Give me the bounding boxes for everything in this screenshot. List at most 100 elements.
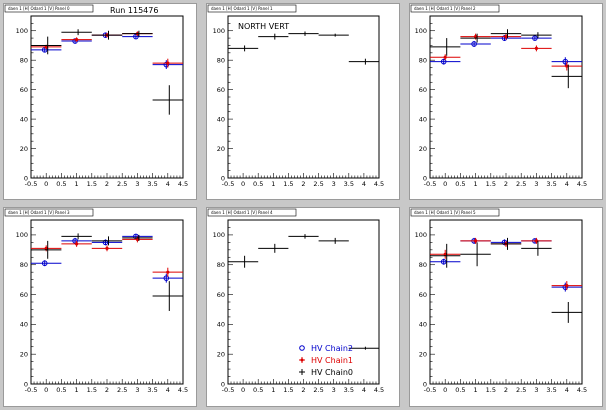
y-tick-label: 80 bbox=[20, 56, 28, 64]
x-tick-label: 1 bbox=[271, 180, 275, 188]
x-tick-label: 3 bbox=[534, 180, 538, 188]
x-tick-label: 2.5 bbox=[117, 180, 127, 188]
data-point-marker bbox=[166, 61, 170, 65]
data-point-marker bbox=[75, 242, 79, 246]
x-tick-label: 1.5 bbox=[87, 180, 97, 188]
pad-tag-box bbox=[4, 208, 94, 217]
y-tick-label: 20 bbox=[419, 350, 427, 358]
y-tick-label: 20 bbox=[20, 145, 28, 153]
y-tick-label: 40 bbox=[20, 321, 28, 329]
data-point-marker bbox=[41, 260, 48, 267]
y-tick-label: 60 bbox=[217, 291, 225, 299]
y-tick-label: 0 bbox=[221, 174, 225, 182]
x-tick-label: 4 bbox=[362, 180, 366, 188]
x-tick-label: 1.5 bbox=[486, 180, 496, 188]
y-tick-label: 40 bbox=[217, 321, 225, 329]
chart-panel-4: daen 1 [H] Odard 1 [V] Panel 3-0.5 0 0.5 1 1… bbox=[3, 207, 197, 407]
x-tick-label: -0.5 bbox=[25, 386, 38, 394]
pad-background bbox=[409, 3, 603, 200]
panel-title: NORTH VERT bbox=[238, 22, 289, 31]
x-tick-label: 3.5 bbox=[546, 386, 556, 394]
x-tick-label: 2 bbox=[105, 386, 109, 394]
x-tick-label: 0.5 bbox=[253, 386, 263, 394]
x-tick-label: 4 bbox=[565, 386, 569, 394]
pad-background bbox=[206, 3, 400, 200]
pad-tag-label: daen 1 [H] Odard 1 [V] Panel 4 bbox=[211, 210, 273, 215]
x-tick-label: 3.5 bbox=[344, 180, 354, 188]
pad-border bbox=[206, 3, 400, 200]
x-tick-label: 0 bbox=[241, 180, 245, 188]
y-tick-label: 0 bbox=[24, 174, 28, 182]
legend-label: HV Chain1 bbox=[311, 356, 353, 365]
x-tick-label: 4.5 bbox=[178, 386, 188, 394]
y-tick-label: 100 bbox=[16, 231, 28, 239]
data-point-marker bbox=[565, 64, 569, 68]
y-tick-label: 60 bbox=[419, 291, 427, 299]
x-tick-label: 4 bbox=[362, 386, 366, 394]
pad-border bbox=[409, 207, 603, 407]
y-tick-label: 20 bbox=[217, 350, 225, 358]
x-tick-label: 2.5 bbox=[313, 180, 323, 188]
data-point-marker bbox=[163, 61, 170, 68]
y-tick-label: 80 bbox=[419, 261, 427, 269]
data-point-marker bbox=[440, 58, 447, 65]
pad-background bbox=[409, 207, 603, 407]
chart-panel-6: daen 1 [H] Odard 1 [V] Panel 5-0.5 0 0.5 1 1… bbox=[409, 207, 603, 407]
data-point-marker bbox=[504, 35, 508, 39]
data-point-marker bbox=[562, 284, 569, 290]
data-point-marker bbox=[72, 38, 78, 44]
x-tick-label: 0 bbox=[44, 386, 48, 394]
data-point-marker bbox=[534, 46, 539, 51]
x-tick-label: 2 bbox=[301, 386, 305, 394]
y-tick-label: 20 bbox=[419, 145, 427, 153]
y-tick-label: 100 bbox=[213, 27, 225, 35]
x-tick-label: -0.5 bbox=[424, 386, 437, 394]
y-tick-label: 0 bbox=[24, 380, 28, 388]
x-tick-label: 4.5 bbox=[577, 180, 587, 188]
legend-marker bbox=[300, 358, 304, 362]
x-tick-label: -0.5 bbox=[222, 386, 235, 394]
y-tick-label: 60 bbox=[20, 86, 28, 94]
y-tick-label: 0 bbox=[423, 174, 427, 182]
data-point-marker bbox=[443, 55, 447, 59]
y-tick-label: 40 bbox=[419, 115, 427, 123]
data-point-marker bbox=[41, 47, 48, 53]
y-tick-label: 100 bbox=[16, 27, 28, 35]
x-tick-label: 2 bbox=[105, 180, 109, 188]
pad-background bbox=[3, 3, 197, 200]
x-tick-label: 1 bbox=[474, 180, 478, 188]
legend-label: HV Chain0 bbox=[311, 368, 353, 377]
x-tick-label: 3.5 bbox=[147, 386, 157, 394]
pad-border bbox=[206, 207, 400, 407]
x-tick-label: 3.5 bbox=[344, 386, 354, 394]
x-tick-label: 0 bbox=[443, 180, 447, 188]
run-label: Run 115476 bbox=[110, 6, 158, 15]
y-tick-label: 100 bbox=[415, 27, 427, 35]
y-tick-label: 80 bbox=[217, 261, 225, 269]
chart-panel-1: daen 1 [H] Odard 1 [V] Panel 0 Run 115476… bbox=[3, 3, 197, 200]
data-point-marker bbox=[501, 35, 508, 41]
data-point-marker bbox=[44, 246, 48, 250]
pad-border bbox=[3, 207, 197, 407]
data-point-marker bbox=[102, 239, 109, 246]
x-tick-label: 1 bbox=[271, 386, 275, 394]
x-tick-label: 0.5 bbox=[253, 180, 263, 188]
x-tick-label: 3 bbox=[534, 386, 538, 394]
y-tick-label: 40 bbox=[20, 115, 28, 123]
x-tick-label: 3 bbox=[135, 180, 139, 188]
x-tick-label: 2 bbox=[504, 386, 508, 394]
y-tick-label: 0 bbox=[423, 380, 427, 388]
data-point-marker bbox=[133, 233, 139, 240]
y-tick-label: 40 bbox=[419, 321, 427, 329]
data-point-marker bbox=[166, 270, 170, 274]
data-point-marker bbox=[75, 37, 79, 42]
y-tick-label: 100 bbox=[213, 231, 225, 239]
x-tick-label: 4 bbox=[166, 180, 170, 188]
pad-background bbox=[3, 207, 197, 407]
x-tick-label: 0.5 bbox=[455, 180, 465, 188]
chart-panel-5: daen 1 [H] Odard 1 [V] Panel 4-0.5 0 0.5 1 1… bbox=[206, 207, 400, 407]
data-point-marker bbox=[474, 35, 478, 39]
data-point-marker bbox=[135, 237, 139, 241]
x-tick-label: -0.5 bbox=[424, 180, 437, 188]
x-tick-label: 3.5 bbox=[147, 180, 157, 188]
